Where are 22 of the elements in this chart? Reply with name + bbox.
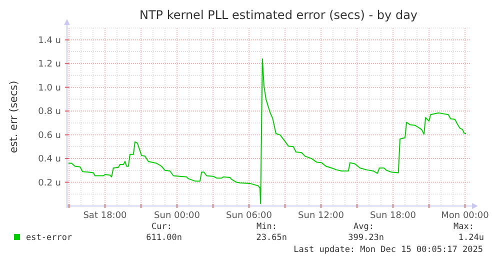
y-tick-label: 0.4 u	[38, 154, 61, 165]
text: Last update: Mon Dec 15 00:05:17 2025	[294, 245, 483, 255]
legend-label: est-error	[26, 233, 72, 243]
text: Cur: 611.00n	[146, 222, 182, 243]
y-tick-label: 0.2 u	[38, 178, 61, 188]
x-tick-label: Sun 12:00	[298, 211, 344, 221]
line-series	[68, 58, 466, 204]
chart-title: NTP kernel PLL estimated error (secs) - by day	[139, 8, 418, 22]
y-tick-label: 1.0 u	[38, 83, 61, 94]
x-tick-label: Sat 18:00	[83, 211, 128, 221]
x-tick-label: Mon 00:00	[441, 211, 490, 221]
x-tick-label: Sun 18:00	[370, 211, 416, 221]
y-tick-label: 1.4 u	[38, 36, 61, 46]
text: Avg: 399.23n	[348, 222, 384, 243]
x-tick-label: Sun 00:00	[154, 211, 200, 221]
x-tick-label: Sun 06:00	[226, 211, 272, 221]
text: Min: 23.65n	[256, 222, 287, 243]
text: Max: 1.24u	[454, 222, 484, 243]
y-tick-label: 0.8 u	[38, 107, 61, 118]
y-axis-title: est. err (secs)	[8, 80, 20, 154]
y-tick-label: 1.2 u	[38, 60, 61, 70]
y-tick-label: 0.6 u	[38, 130, 61, 141]
